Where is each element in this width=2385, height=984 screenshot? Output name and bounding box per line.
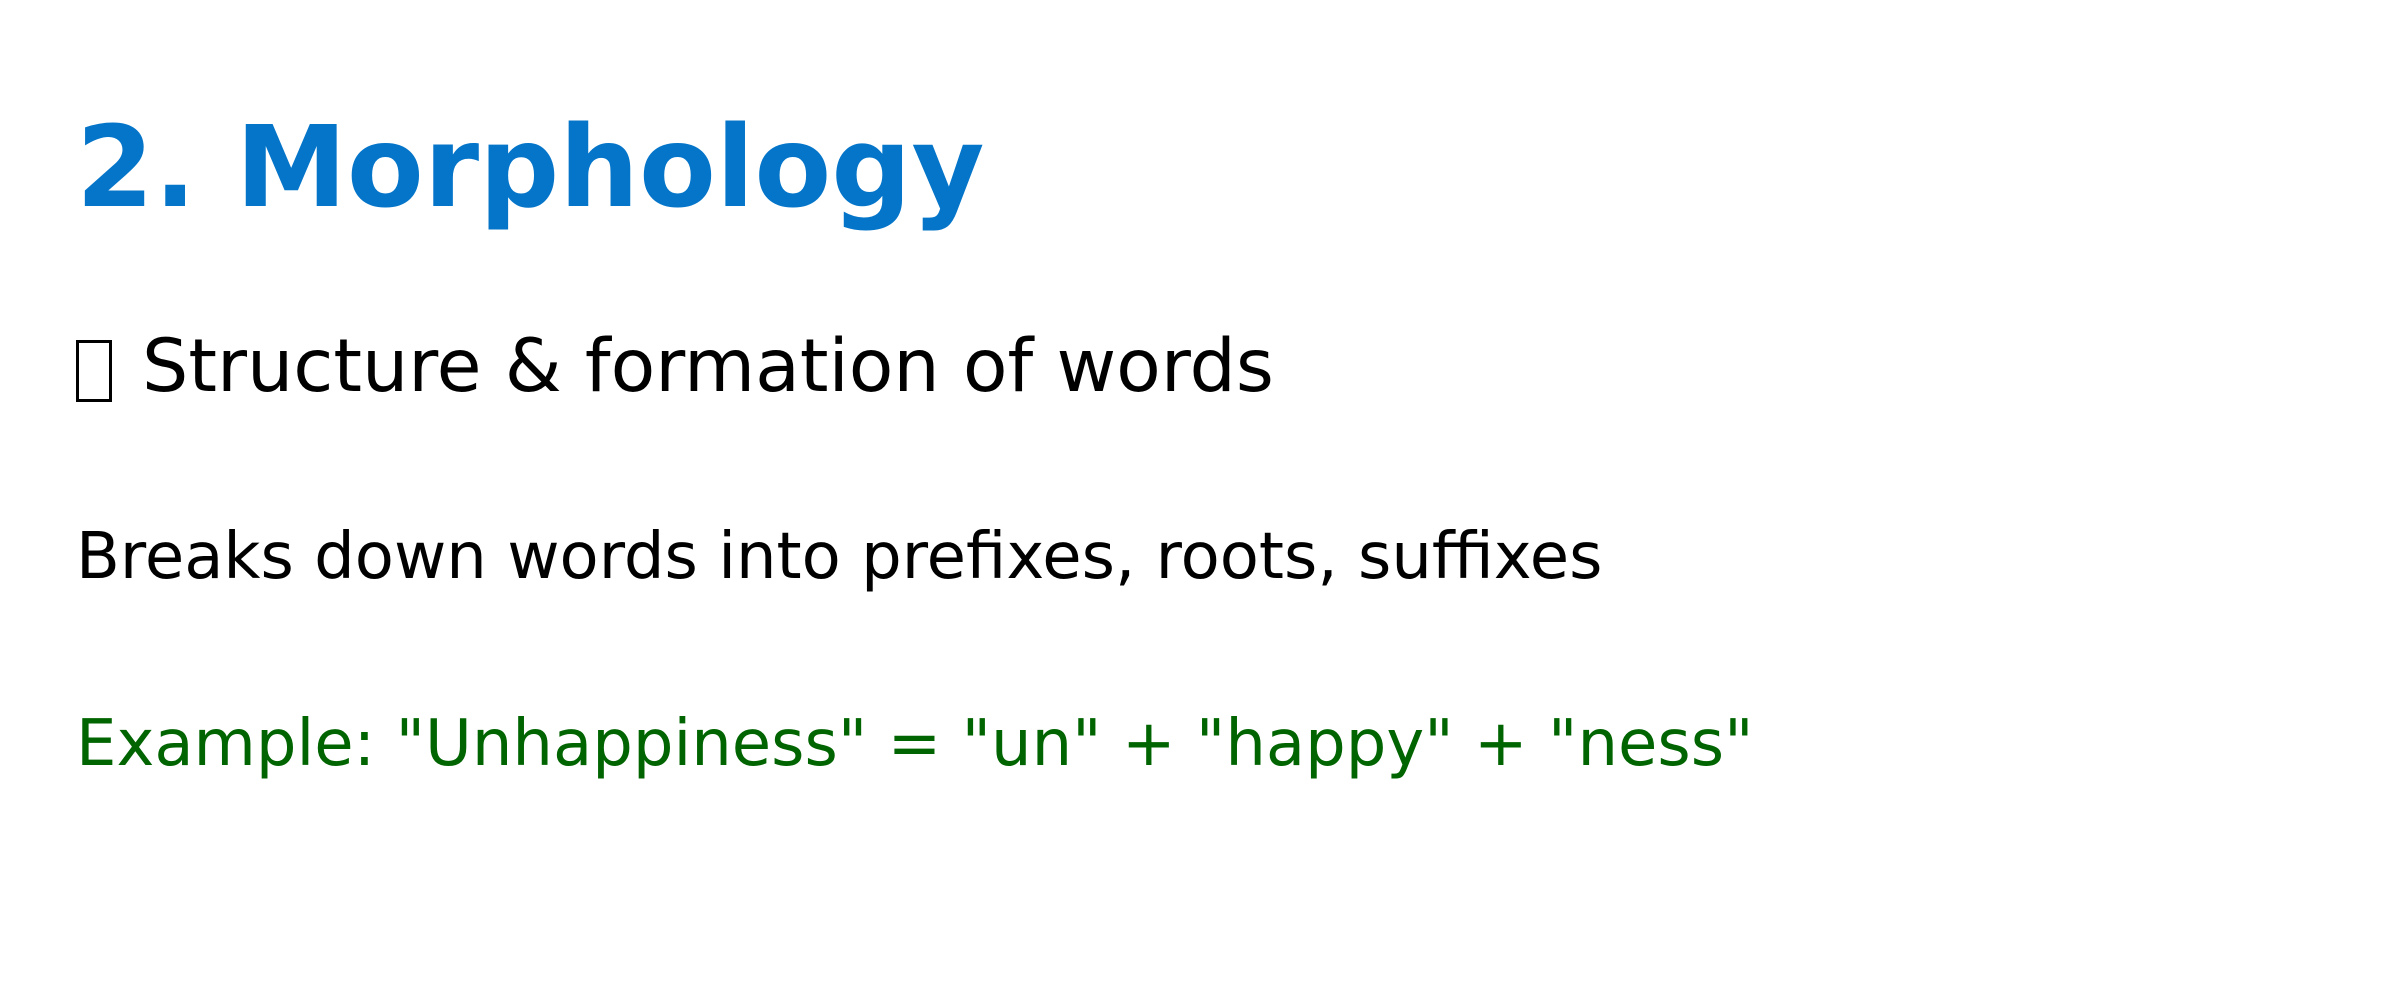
subheading-text: Structure & formation of words: [142, 324, 1274, 409]
example-text: Example: "Unhappiness" = "un" + "happy" …: [76, 707, 1754, 781]
description-text: Breaks down words into prefixes, roots, …: [76, 520, 1603, 594]
slide-title: 2. Morphology: [76, 103, 985, 233]
missing-glyph-box-icon: [76, 339, 112, 402]
subheading: Structure & formation of words: [76, 330, 1274, 403]
